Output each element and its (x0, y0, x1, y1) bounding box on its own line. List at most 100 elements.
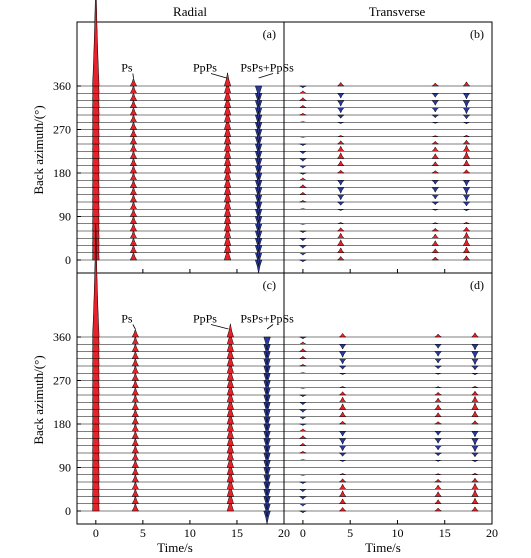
trace-baz-315 (284, 355, 492, 366)
phase-annotation: PpPs (193, 61, 217, 75)
pulse-ps (131, 372, 140, 381)
pulse-t0 (299, 136, 307, 138)
x-tick-label: 0 (93, 526, 99, 540)
pulse-ps (131, 394, 140, 403)
pulse-ps (131, 329, 140, 338)
trace-baz-180 (284, 420, 492, 426)
pulse-ppps (434, 438, 443, 444)
pulse-t0 (299, 394, 307, 397)
pulse-psps-ppss (263, 336, 271, 351)
pulse-psps-ppss (254, 238, 263, 252)
pulse-psps-ppss (463, 134, 470, 137)
pulse-ppps (431, 135, 439, 137)
pulse-psps-ppss (254, 187, 263, 201)
pulse-t0 (299, 245, 307, 249)
pulse-t0 (299, 409, 307, 413)
y-tick-label: 180 (53, 417, 71, 431)
pulse-psps-ppss (263, 387, 271, 401)
pulse-psps-ppss (254, 223, 263, 237)
pulse-psps-ppss (254, 129, 263, 143)
pulse-psps-ppss (263, 431, 271, 445)
y-tick-label: 270 (53, 374, 71, 388)
pulse-ps (129, 252, 138, 261)
pulse-psps-ppss (263, 481, 271, 496)
panel-frame (283, 21, 493, 274)
pulse-ppps (434, 351, 443, 357)
pulse-ppps (434, 460, 442, 462)
pulse-t0 (299, 423, 307, 426)
pulse-ppps (431, 240, 440, 246)
pulse-psps-ppss (254, 252, 263, 266)
pulse-psps-ppss (462, 231, 471, 239)
pulse-ps (129, 107, 138, 116)
phase-annotation: PpPs (193, 312, 217, 326)
trace-baz-225 (284, 395, 492, 406)
pulse-psps-ppss (263, 365, 271, 380)
trace-baz-195 (284, 410, 492, 420)
trace-baz-135 (284, 442, 492, 453)
trace-baz-105 (284, 208, 492, 212)
pulse-psps-ppss (462, 194, 471, 202)
pulse-psps-ppss (254, 100, 263, 114)
trace-baz-150 (284, 435, 492, 447)
pulse-ps (338, 351, 347, 359)
trace-baz-165 (284, 428, 492, 438)
pulse-psps-ppss (462, 107, 471, 115)
pulse-psps-ppss (471, 445, 479, 453)
panel-b: (b) (283, 21, 493, 274)
pulse-ps (336, 114, 345, 119)
pulse-t0 (299, 489, 307, 493)
trace-baz-330 (284, 97, 492, 109)
panels-group: (a) 0 90 180 270 360 Ps PpPs PsPs+PpSs (b) (c) 0 90 1… (53, 0, 498, 540)
pulse-psps-ppss (263, 510, 271, 525)
pulse-psps-ppss (462, 93, 471, 100)
pulse-ps (339, 386, 346, 388)
trace-baz-75 (77, 360, 284, 488)
y-tick-label: 0 (65, 504, 71, 518)
pulse-ps (129, 244, 138, 253)
pulse-ps (131, 466, 140, 475)
pulse-ppps (434, 397, 443, 403)
pulse-ppps (431, 180, 440, 185)
x-tick-label: 15 (231, 526, 243, 540)
pulse-psps-ppss (263, 489, 271, 503)
pulse-ppps (434, 358, 443, 364)
pulse-ps (131, 437, 140, 446)
panel-c: (c) 0 90 180 270 360 0 5 10 15 20 Ps PpPs PsPs+PpSs (53, 222, 294, 540)
trace-baz-120 (77, 87, 284, 216)
trace-baz-180 (284, 169, 492, 175)
pulse-t0 (299, 474, 307, 476)
pulse-ps (336, 93, 345, 99)
pulse-psps-ppss (254, 107, 263, 121)
pulse-psps-ppss (471, 395, 479, 403)
pulse-ps (336, 100, 345, 108)
trace-baz-330 (284, 348, 492, 360)
pulse-ps (338, 483, 347, 490)
pulse-ps (338, 506, 347, 512)
trace-baz-90 (77, 102, 284, 230)
panel-label: (b) (470, 27, 484, 41)
pulse-psps-ppss (471, 410, 479, 417)
pulse-ps (129, 223, 138, 232)
pulse-ps (131, 423, 140, 432)
trace-baz-0 (77, 145, 284, 274)
pulse-psps-ppss (462, 237, 471, 246)
phase-annotation: PsPs+PpSs (240, 312, 294, 326)
column-title-radial: Radial (173, 4, 207, 19)
pulse-ppps (431, 194, 440, 200)
pulse-psps-ppss (254, 180, 263, 194)
pulse-t0 (299, 104, 307, 108)
trace-baz-360 (284, 332, 492, 340)
trace-baz-135 (77, 80, 284, 208)
pulse-ps (131, 416, 140, 425)
pulse-t0 (299, 97, 307, 101)
pulse-ppps (433, 333, 443, 338)
pulse-ps (338, 489, 347, 497)
pulse-ppps (434, 386, 442, 388)
trace-baz-255 (284, 385, 492, 389)
pulse-ppps (431, 82, 440, 87)
pulse-ps (336, 247, 345, 253)
pulse-ps (336, 151, 345, 159)
pulse-ppps (434, 391, 442, 396)
pulse-t0 (299, 165, 307, 169)
